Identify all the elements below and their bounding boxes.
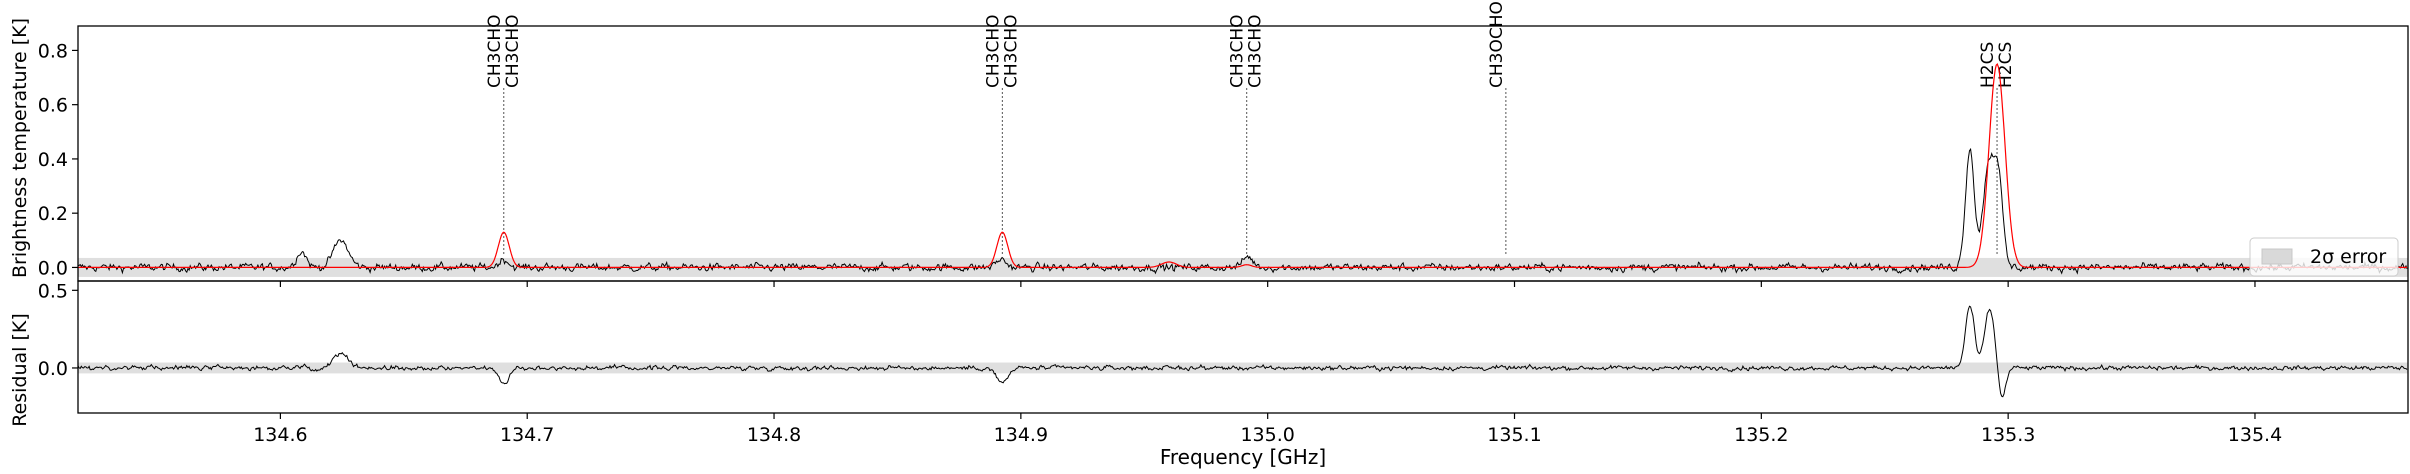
bottom-y-tick-label-0: 0.0 [38,358,68,380]
legend-frame [2249,237,2399,277]
x-tick-label-4: 135.0 [1240,424,1294,446]
top-y-tick-label-3: 0.6 [38,95,68,117]
top-y-tick-label-1: 0.2 [38,203,68,225]
error-band-2sigma [78,257,2408,277]
y-axis-label-bottom: Residual [K] [9,313,31,427]
line-marker-label-3-0: CH3OCHO [1487,1,1507,88]
line-marker-label-4-1: H2CS [1996,42,2016,88]
residual-panel: 0.0 0.5 134.6 134.7 134.8 134.9 135.0 135.1 135.… [38,280,2409,446]
legend-label-error: 2σ error [2310,246,2386,268]
observed-spectrum-line [77,147,2408,275]
x-tick-label-8: 135.4 [2228,424,2282,446]
line-marker-label-1-1: CH3CHO [1001,14,1021,88]
x-tick-label-5: 135.1 [1487,424,1541,446]
top-y-tick-label-2: 0.4 [38,149,68,171]
line-marker-label-0-0: CH3CHO [485,14,505,88]
legend-swatch-error-band [2261,248,2293,265]
y-axis-label-top: Brightness temperature [K] [9,18,31,278]
line-marker-label-1-0: CH3CHO [983,14,1003,88]
line-marker-label-4-0: H2CS [1978,42,1998,88]
x-tick-label-2: 134.8 [747,424,801,446]
bottom-y-tick-label-1: 0.5 [38,280,68,302]
top-y-tick-label-0: 0.0 [38,257,68,279]
residual-line [77,305,2408,398]
top-y-tick-label-4: 0.8 [38,40,68,62]
line-marker-label-2-1: CH3CHO [1246,14,1266,88]
error-band-2sigma [78,362,2408,374]
x-axis-label: Frequency [GHz] [1160,445,1326,469]
x-tick-label-1: 134.7 [500,424,554,446]
x-tick-label-6: 135.2 [1734,424,1788,446]
bottom-panel-frame [77,280,2409,414]
x-tick-label-7: 135.3 [1981,424,2035,446]
line-marker-label-2-0: CH3CHO [1228,14,1248,88]
line-marker-label-0-1: CH3CHO [503,14,523,88]
x-tick-label-0: 134.6 [253,424,307,446]
legend: 2σ error [2249,237,2399,277]
x-tick-label-3: 134.9 [994,424,1048,446]
model-spectrum-line [78,63,2408,268]
